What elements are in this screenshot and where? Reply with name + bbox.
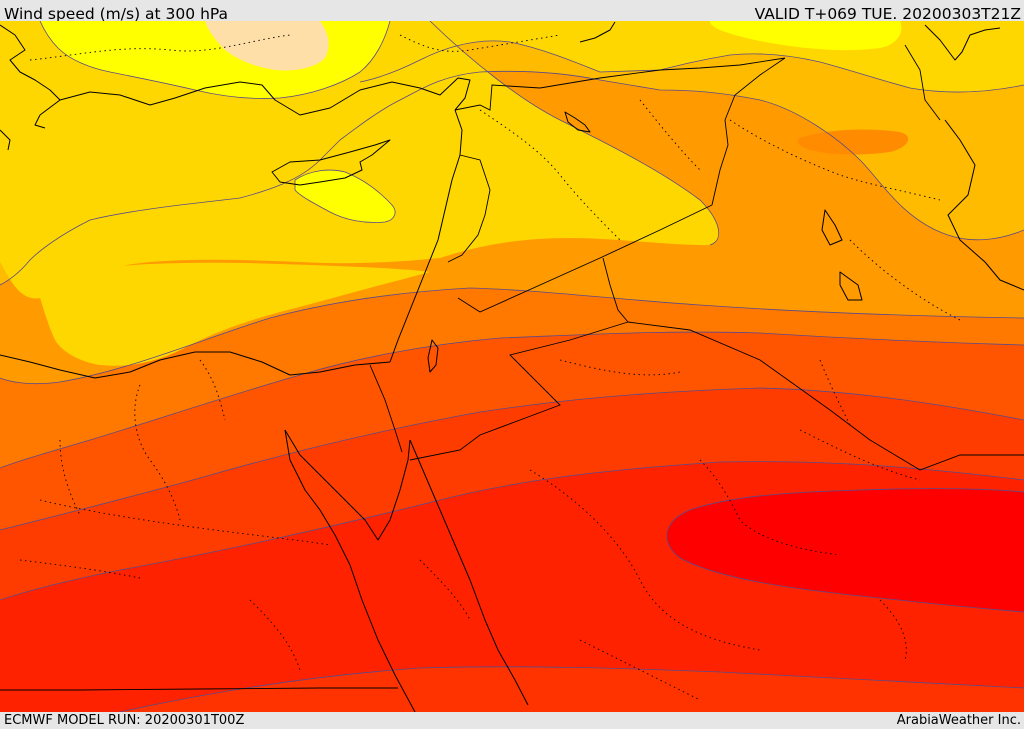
border-line — [409, 321, 629, 461]
band-max-north — [205, 21, 329, 71]
coastline-turkey — [39, 77, 471, 116]
contour-line — [0, 331, 1024, 469]
coastline-egypt-north — [0, 351, 391, 379]
coastline-lake-van — [564, 111, 591, 133]
valid-time: VALID T+069 TUE. 20200303T21Z — [754, 5, 1021, 23]
internal-border — [559, 359, 681, 376]
contour-line — [119, 666, 1024, 712]
band-red-south — [120, 666, 1024, 712]
coastline-persian-gulf — [944, 119, 1024, 291]
internal-border — [729, 119, 941, 201]
band-gold-west — [0, 180, 430, 366]
wind-speed-map — [0, 21, 1024, 712]
band-dark-orange-gulf — [797, 129, 909, 155]
band-yellow-cyprus — [295, 170, 396, 223]
credit: ArabiaWeather Inc. — [896, 713, 1021, 728]
border-line — [627, 321, 1024, 471]
internal-border — [799, 429, 921, 481]
band-yellow-northeast — [710, 21, 902, 51]
border-line — [602, 257, 629, 323]
coastline-caspian-west — [924, 24, 1001, 61]
internal-border — [849, 239, 961, 321]
contour-line — [666, 488, 1024, 613]
contour-line — [294, 169, 396, 223]
contour-line — [0, 287, 1024, 385]
border-line — [454, 57, 786, 111]
coastline-levant — [389, 109, 463, 363]
contour-line — [39, 21, 391, 99]
coastline-sinai — [284, 429, 411, 541]
internal-border — [529, 469, 761, 651]
border-line — [0, 687, 398, 691]
contour-line — [429, 21, 719, 246]
band-jet-core — [666, 488, 1024, 612]
internal-border — [39, 499, 331, 546]
internal-borders — [19, 34, 961, 701]
internal-border — [399, 34, 561, 52]
internal-border — [479, 109, 621, 241]
contour-line — [0, 387, 1024, 531]
contour-line — [359, 40, 1024, 93]
band-gold-main — [0, 21, 719, 299]
contour-lines — [0, 21, 1024, 712]
model-run: ECMWF MODEL RUN: 20200301T00Z — [4, 713, 245, 728]
coastline-cyprus — [271, 139, 391, 186]
map-header: Wind speed (m/s) at 300 hPa VALID T+069 … — [0, 0, 1024, 23]
coastline-aegean — [0, 24, 61, 151]
map-footer: ECMWF MODEL RUN: 20200301T00Z ArabiaWeat… — [0, 712, 1024, 729]
coastline-gulf-of-suez — [284, 429, 416, 712]
coastline-arabia-red-sea — [409, 439, 529, 706]
border-line — [447, 154, 491, 263]
border-line — [369, 364, 403, 453]
coastline-black-sea — [579, 21, 616, 43]
internal-border — [699, 459, 841, 556]
coastline-gulf-islands — [821, 209, 863, 301]
coastlines — [0, 21, 1024, 712]
national-borders — [0, 44, 1024, 691]
border-line — [904, 44, 941, 121]
internal-border — [819, 359, 851, 426]
coastline-dead-sea — [427, 339, 439, 373]
map-title: Wind speed (m/s) at 300 hPa — [4, 5, 229, 23]
contour-line — [0, 70, 1024, 286]
wind-speed-bands — [0, 21, 1024, 712]
internal-border — [19, 559, 141, 579]
border-line — [711, 57, 786, 206]
contour-line — [0, 461, 1024, 601]
internal-border — [29, 34, 291, 61]
internal-border — [134, 384, 181, 521]
border-line — [457, 204, 713, 313]
